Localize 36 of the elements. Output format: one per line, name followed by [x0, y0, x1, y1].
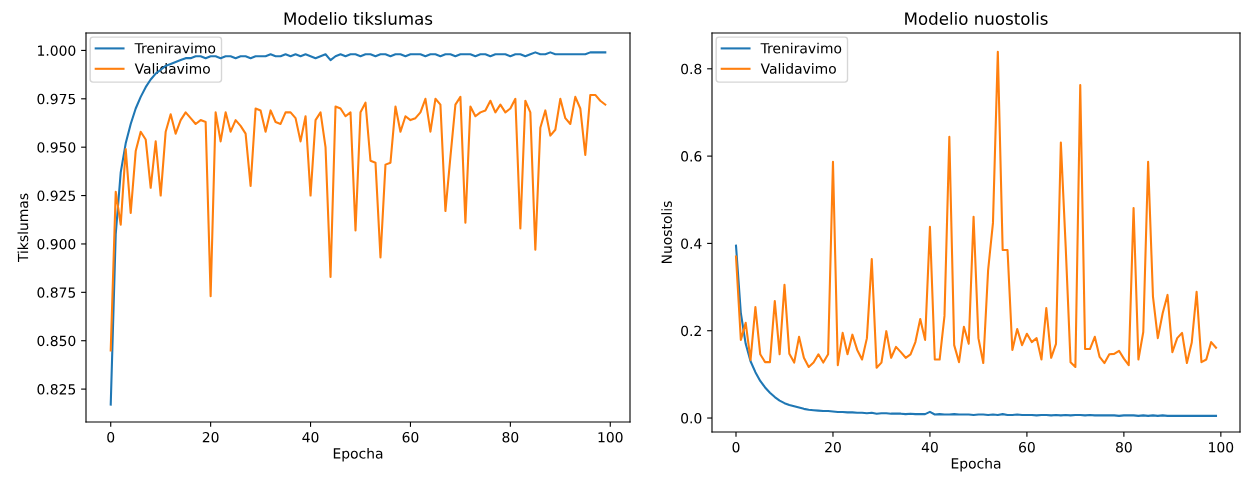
- y-tick-label: 0.825: [37, 384, 76, 395]
- y-tick-label: 0.6: [681, 151, 702, 162]
- chart-title: Modelio tikslumas: [284, 12, 433, 25]
- x-tick-label: 80: [1115, 441, 1132, 453]
- x-tick-label: 0: [107, 431, 115, 443]
- x-tick-label: 40: [302, 431, 319, 443]
- x-tick-label: 40: [921, 441, 938, 453]
- x-tick-label: 100: [598, 431, 623, 443]
- y-tick-label: 0.0: [681, 413, 702, 424]
- legend-label: Validavimo: [760, 63, 836, 74]
- y-tick-label: 0.4: [681, 238, 702, 249]
- y-tick-label: 0.975: [37, 93, 76, 105]
- x-tick-label: 20: [825, 441, 841, 453]
- x-tick-label: 80: [502, 431, 519, 443]
- x-tick-label: 100: [1209, 441, 1234, 453]
- x-tick-label: 60: [1019, 441, 1035, 453]
- y-tick-label: 0.850: [37, 335, 76, 347]
- y-tick-label: 0.925: [37, 190, 76, 202]
- y-tick-label: 1.000: [38, 45, 76, 56]
- x-axis-title: Epocha: [333, 447, 383, 462]
- y-tick-label: 0.875: [37, 287, 76, 298]
- x-tick-label: 60: [402, 431, 419, 443]
- y-axis-title: Nuostolis: [661, 201, 672, 264]
- y-tick-label: 0.950: [37, 142, 76, 153]
- legend-label: Treniravimo: [760, 42, 842, 54]
- y-axis-title: Tikslumas: [17, 193, 29, 263]
- line-series: [109, 93, 607, 352]
- chart-title: Modelio nuostolis: [905, 12, 1048, 25]
- y-tick-label: 0.8: [681, 63, 702, 75]
- y-tick-label: 0.900: [37, 238, 76, 250]
- x-tick-label: 0: [732, 441, 740, 453]
- y-tick-label: 0.2: [681, 325, 701, 337]
- x-tick-label: 20: [202, 431, 219, 443]
- legend-label: Treniravimo: [134, 42, 216, 54]
- x-axis-title: Epocha: [951, 457, 1001, 472]
- line-series: [734, 244, 1218, 417]
